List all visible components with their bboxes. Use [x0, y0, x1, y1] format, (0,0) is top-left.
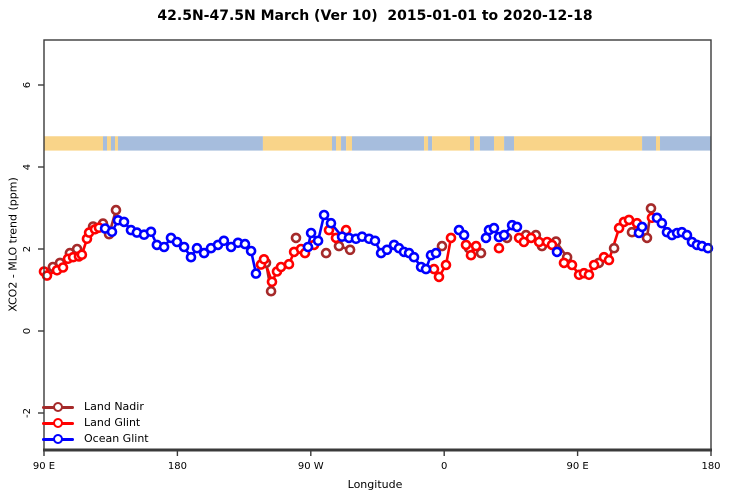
- land-nadir-marker-icon: [42, 402, 74, 412]
- tick-labels: 90 E 180 90 W 0 90 E 180 -2 0 2 4 6: [22, 82, 721, 472]
- ocean-glint-marker-icon: [42, 434, 74, 444]
- legend-label: Land Glint: [84, 416, 141, 429]
- chart-title: 42.5N-47.5N March (Ver 10) 2015-01-01 to…: [157, 8, 593, 24]
- series-markers: [38, 203, 714, 297]
- legend-item-land-glint: Land Glint: [42, 416, 149, 430]
- series-lines: [42, 207, 710, 293]
- y-axis-label: XCO2 - MLO trend (ppm): [6, 177, 20, 312]
- axes: [38, 39, 712, 456]
- x-tick-label: 90 W: [298, 461, 324, 472]
- legend-item-ocean-glint: Ocean Glint: [42, 432, 149, 446]
- land-ocean-map-strip: [44, 136, 711, 151]
- x-tick-label: 90 E: [33, 461, 55, 472]
- legend-label: Land Nadir: [84, 400, 144, 413]
- x-tick-label: 0: [441, 461, 447, 472]
- y-tick-label: 0: [22, 328, 33, 334]
- x-tick-label: 180: [168, 461, 187, 472]
- x-tick-label: 180: [701, 461, 720, 472]
- y-tick-label: 6: [22, 82, 33, 88]
- y-tick-label: 2: [22, 246, 33, 252]
- x-tick-label: 90 E: [566, 461, 588, 472]
- y-tick-label: 4: [22, 164, 33, 170]
- legend-label: Ocean Glint: [84, 432, 149, 445]
- y-tick-label: -2: [22, 408, 33, 418]
- legend-item-land-nadir: Land Nadir: [42, 400, 149, 414]
- land-glint-marker-icon: [42, 418, 74, 428]
- legend: Land Nadir Land Glint Ocean Glint: [42, 400, 149, 446]
- x-axis-label: Longitude: [347, 478, 403, 491]
